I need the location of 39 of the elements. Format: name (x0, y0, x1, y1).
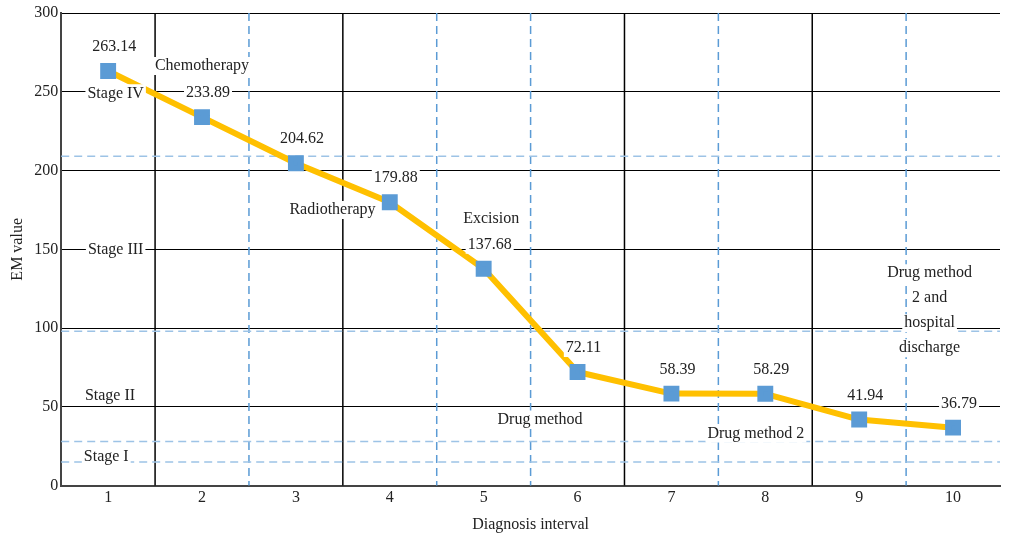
x-tick-label: 8 (761, 488, 770, 506)
x-tick-label: 10 (945, 488, 962, 506)
x-tick-label: 9 (855, 488, 864, 506)
y-tick-label: 150 (34, 239, 59, 257)
data-label: 179.88 (373, 168, 418, 186)
y-axis-title: EM value (7, 217, 25, 281)
annotation: Chemotherapy (154, 56, 250, 75)
annotation: Stage I (83, 447, 129, 466)
x-tick-label: 1 (104, 488, 113, 506)
x-axis-title: Diagnosis interval (472, 514, 590, 533)
data-label: 137.68 (467, 234, 512, 252)
annotation: Drug method 2 (707, 423, 805, 442)
y-tick-label: 100 (34, 318, 59, 336)
data-label: 263.14 (92, 37, 137, 55)
data-label: 36.79 (941, 393, 978, 411)
x-tick-label: 7 (667, 488, 676, 506)
annotation: Stage IV (87, 83, 145, 102)
y-tick-label: 300 (34, 3, 59, 21)
x-tick-label: 2 (198, 488, 207, 506)
data-label: 204.62 (279, 129, 324, 147)
x-tick-label: 4 (385, 488, 394, 506)
annotation: Excision (463, 209, 520, 227)
x-tick-label: 6 (573, 488, 582, 506)
x-tick-label: 3 (291, 488, 300, 506)
data-label: 41.94 (847, 385, 884, 403)
y-tick-label: 0 (50, 475, 59, 493)
x-tick-label: 5 (479, 488, 488, 506)
y-tick-label: 50 (42, 397, 59, 415)
y-tick-label: 200 (34, 160, 59, 178)
annotation: Drug method (497, 409, 583, 428)
annotation: Drug method 2 and hospital discharge (887, 263, 973, 357)
annotation: Stage II (84, 386, 136, 405)
data-label: 72.11 (565, 338, 602, 356)
annotation: Stage III (87, 239, 144, 258)
data-label: 233.89 (186, 83, 231, 101)
annotation: Radiotherapy (289, 200, 376, 219)
y-tick-label: 250 (34, 81, 59, 99)
data-label: 58.29 (753, 359, 790, 377)
data-label: 58.39 (659, 359, 696, 377)
